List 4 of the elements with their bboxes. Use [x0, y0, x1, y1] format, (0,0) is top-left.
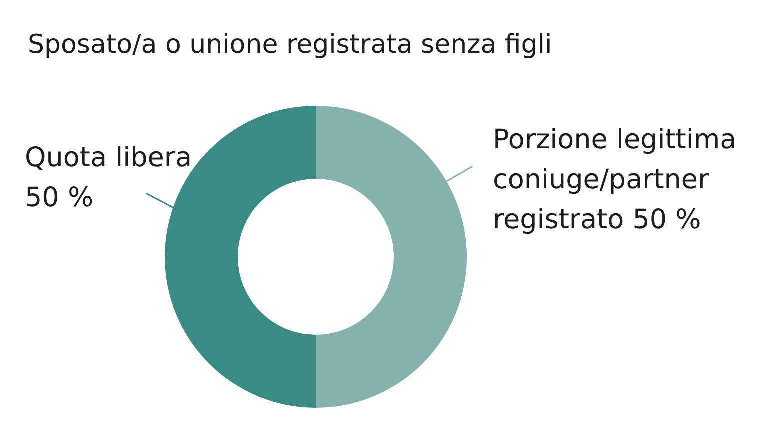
slice-label: Porzione legittima coniuge/partner registrato 50 %	[493, 124, 746, 236]
data-label: 50 %	[25, 182, 94, 214]
chart-title: Sposato/a o unione registrata senza figli	[28, 30, 552, 60]
slice-label: Quota libera	[25, 142, 201, 174]
